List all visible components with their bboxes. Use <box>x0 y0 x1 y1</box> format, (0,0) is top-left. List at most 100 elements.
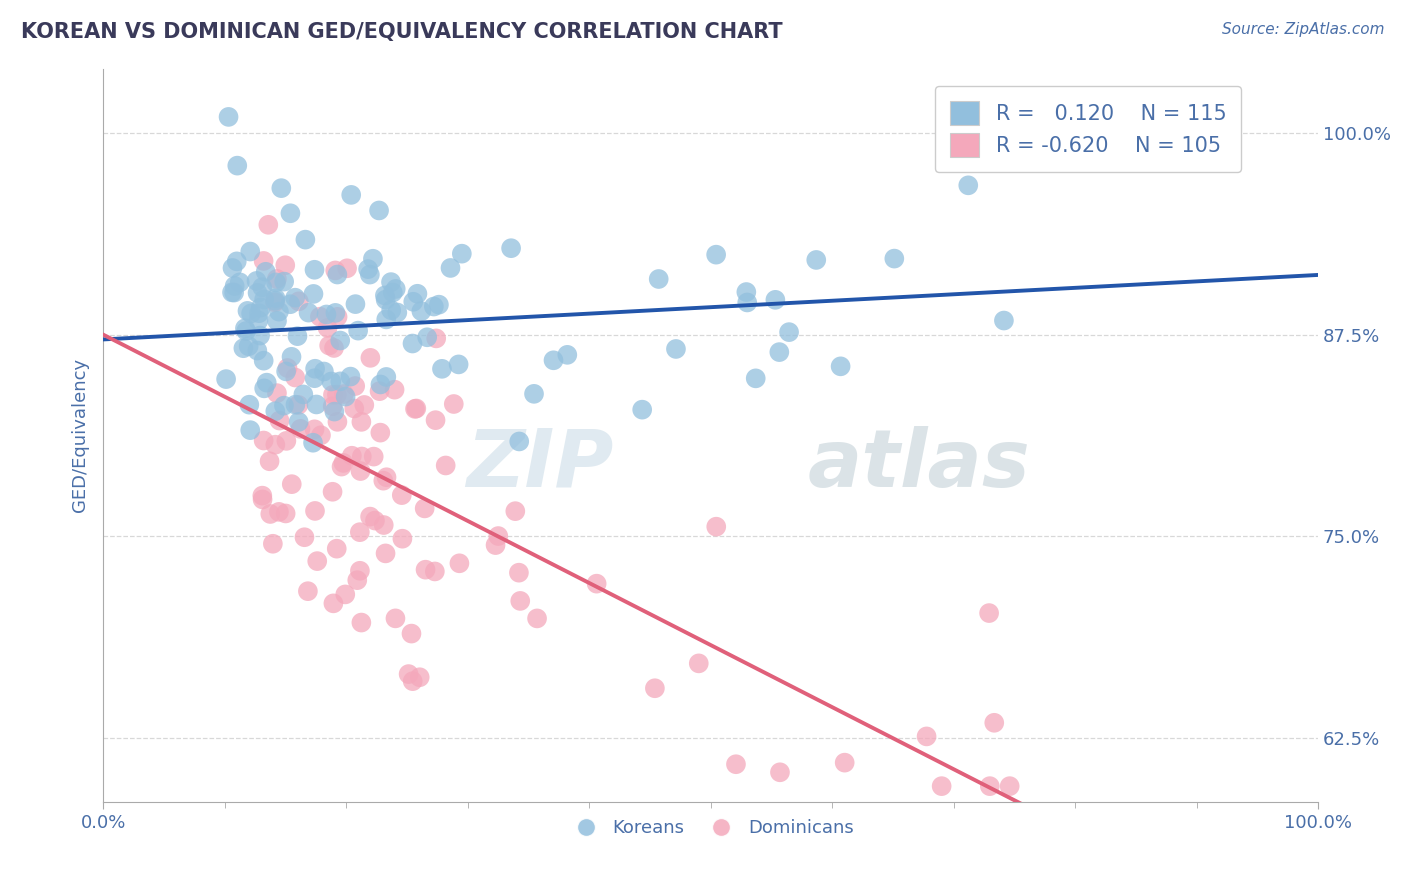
Point <box>391 488 413 502</box>
Point <box>374 288 396 302</box>
Point <box>266 386 288 401</box>
Point <box>398 667 420 681</box>
Point <box>402 294 425 309</box>
Point <box>329 334 352 348</box>
Point <box>350 615 373 630</box>
Point <box>277 361 299 376</box>
Point <box>363 450 385 464</box>
Point <box>218 110 240 124</box>
Point <box>316 321 339 335</box>
Text: Source: ZipAtlas.com: Source: ZipAtlas.com <box>1222 22 1385 37</box>
Point <box>284 291 307 305</box>
Point <box>288 294 311 309</box>
Point <box>256 376 278 390</box>
Point <box>332 456 354 470</box>
Point <box>409 670 432 684</box>
Point <box>239 423 262 437</box>
Point <box>326 415 349 429</box>
Point <box>335 587 357 601</box>
Point <box>359 509 381 524</box>
Point <box>349 525 371 540</box>
Point <box>333 387 356 401</box>
Point <box>304 371 326 385</box>
Point <box>309 310 332 324</box>
Point <box>236 304 259 318</box>
Point <box>526 611 548 625</box>
Text: ZIP: ZIP <box>465 425 613 504</box>
Legend: Koreans, Dominicans: Koreans, Dominicans <box>561 812 860 845</box>
Point <box>381 285 404 300</box>
Point <box>264 438 287 452</box>
Point <box>318 338 340 352</box>
Point <box>238 339 260 353</box>
Point <box>834 756 856 770</box>
Point <box>294 530 316 544</box>
Point <box>416 330 439 344</box>
Point <box>439 260 461 275</box>
Point <box>274 258 297 272</box>
Point <box>336 261 359 276</box>
Text: atlas: atlas <box>808 425 1031 504</box>
Point <box>350 450 373 464</box>
Point <box>323 404 346 418</box>
Point <box>384 383 406 397</box>
Point <box>257 218 280 232</box>
Point <box>259 507 281 521</box>
Point <box>252 489 274 503</box>
Point <box>359 351 381 365</box>
Point <box>238 398 260 412</box>
Point <box>704 519 727 533</box>
Point <box>915 730 938 744</box>
Point <box>375 370 398 384</box>
Point <box>404 401 426 416</box>
Point <box>264 276 287 290</box>
Point <box>647 272 669 286</box>
Point <box>505 504 527 518</box>
Point <box>631 402 654 417</box>
Point <box>253 434 276 448</box>
Point <box>357 262 380 277</box>
Point <box>253 293 276 307</box>
Point <box>387 305 409 319</box>
Point <box>374 293 396 307</box>
Point <box>450 246 472 260</box>
Point <box>287 415 309 429</box>
Point <box>427 298 450 312</box>
Point <box>322 596 344 610</box>
Point <box>297 305 319 319</box>
Point <box>287 329 309 343</box>
Point <box>266 314 288 328</box>
Point <box>402 674 425 689</box>
Point <box>523 387 546 401</box>
Point <box>957 178 980 193</box>
Point <box>326 541 349 556</box>
Point <box>373 474 395 488</box>
Point <box>224 285 246 300</box>
Point <box>280 206 302 220</box>
Point <box>353 398 375 412</box>
Point <box>247 313 270 327</box>
Point <box>322 388 344 402</box>
Point <box>246 285 269 300</box>
Point <box>508 566 530 580</box>
Point <box>269 413 291 427</box>
Point <box>350 415 373 429</box>
Point <box>315 308 337 322</box>
Point <box>983 715 1005 730</box>
Point <box>370 377 392 392</box>
Point <box>735 295 758 310</box>
Point <box>665 342 688 356</box>
Point <box>304 262 326 277</box>
Point <box>361 252 384 266</box>
Point <box>688 657 710 671</box>
Point <box>364 514 387 528</box>
Point <box>304 504 326 518</box>
Point <box>830 359 852 374</box>
Point <box>405 401 427 416</box>
Point <box>250 301 273 315</box>
Point <box>326 310 349 324</box>
Point <box>434 458 457 473</box>
Point <box>998 779 1021 793</box>
Point <box>347 324 370 338</box>
Point <box>349 564 371 578</box>
